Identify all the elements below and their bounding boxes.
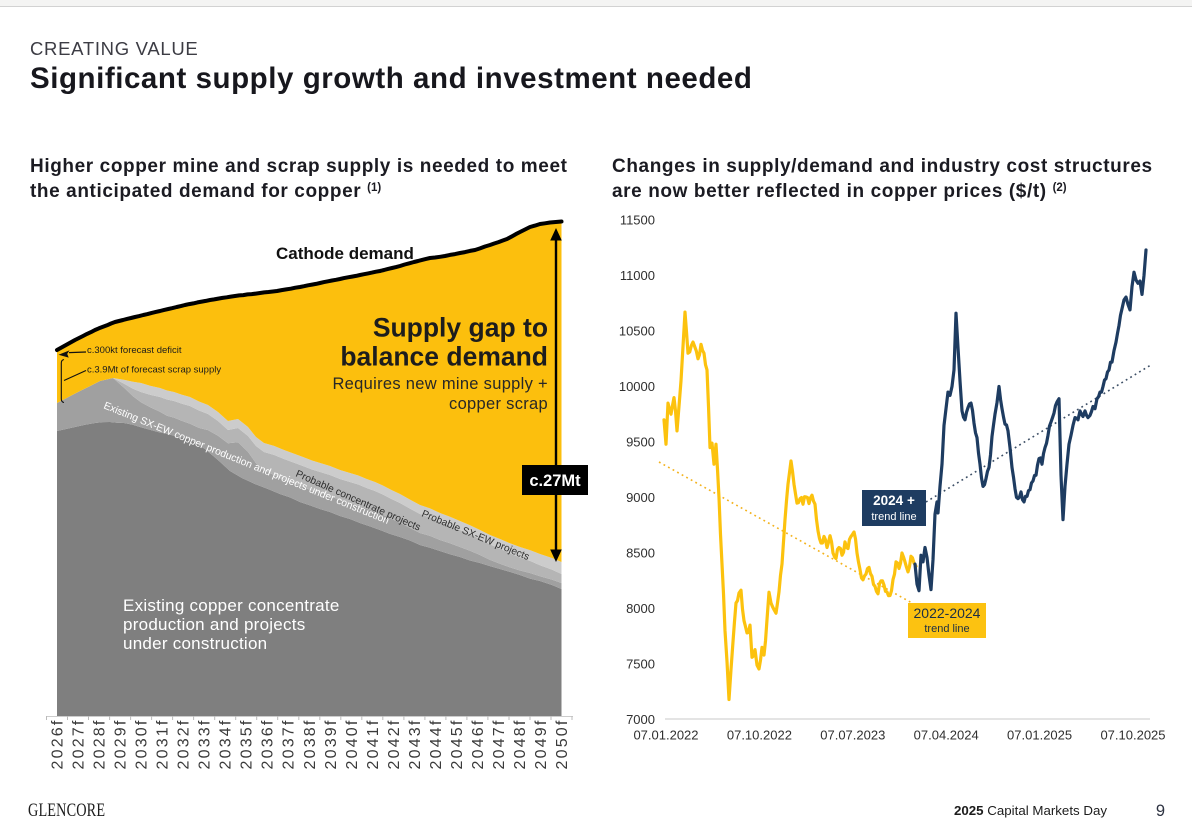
svg-text:production and projects: production and projects (123, 615, 305, 634)
svg-text:2037f: 2037f (281, 718, 298, 769)
svg-text:07.01.2025: 07.01.2025 (1007, 728, 1072, 743)
svg-text:9000: 9000 (626, 490, 655, 505)
svg-text:2024 +: 2024 + (873, 493, 915, 508)
svg-text:2046f: 2046f (470, 718, 487, 769)
svg-text:2036f: 2036f (260, 718, 277, 769)
svg-text:2040f: 2040f (344, 718, 361, 769)
svg-text:7500: 7500 (626, 657, 655, 672)
svg-text:2030f: 2030f (134, 718, 151, 769)
svg-text:Existing copper concentrate: Existing copper concentrate (123, 596, 340, 615)
svg-text:c.300kt forecast deficit: c.300kt forecast deficit (87, 345, 182, 356)
svg-text:balance demand: balance demand (340, 342, 548, 372)
svg-text:9500: 9500 (626, 435, 655, 450)
svg-text:2029f: 2029f (113, 718, 130, 769)
svg-text:2032f: 2032f (176, 718, 193, 769)
svg-text:Requires new mine supply +: Requires new mine supply + (332, 375, 548, 393)
svg-text:11000: 11000 (620, 268, 655, 283)
svg-text:2050f: 2050f (554, 718, 571, 769)
svg-text:10500: 10500 (619, 324, 655, 339)
svg-text:07.01.2022: 07.01.2022 (633, 728, 698, 743)
svg-text:07.07.2023: 07.07.2023 (820, 728, 885, 743)
svg-text:Supply gap to: Supply gap to (373, 313, 548, 343)
svg-text:2049f: 2049f (533, 718, 550, 769)
svg-text:8500: 8500 (626, 546, 655, 561)
svg-text:2035f: 2035f (239, 718, 256, 769)
svg-text:2033f: 2033f (197, 718, 214, 769)
svg-text:c.3.9Mt of forecast scrap supp: c.3.9Mt of forecast scrap supply (87, 365, 221, 376)
svg-text:Cathode demand: Cathode demand (276, 244, 414, 263)
svg-text:2034f: 2034f (218, 718, 235, 769)
svg-text:trend line: trend line (924, 623, 969, 635)
svg-text:07.04.2024: 07.04.2024 (914, 728, 979, 743)
svg-text:8000: 8000 (626, 601, 655, 616)
svg-text:07.10.2022: 07.10.2022 (727, 728, 792, 743)
svg-text:2022-2024: 2022-2024 (914, 605, 981, 621)
svg-text:copper scrap: copper scrap (449, 395, 548, 413)
svg-text:2044f: 2044f (428, 718, 445, 769)
svg-text:2027f: 2027f (71, 718, 88, 769)
svg-text:2047f: 2047f (491, 718, 508, 769)
svg-text:10000: 10000 (619, 379, 655, 394)
svg-text:2039f: 2039f (323, 718, 340, 769)
svg-text:7000: 7000 (626, 712, 655, 727)
svg-text:2038f: 2038f (302, 718, 319, 769)
svg-text:2041f: 2041f (365, 718, 382, 769)
svg-text:2028f: 2028f (92, 718, 109, 769)
svg-text:2026f: 2026f (50, 718, 67, 769)
svg-text:c.27Mt: c.27Mt (529, 472, 581, 490)
svg-text:under construction: under construction (123, 634, 267, 653)
svg-text:2043f: 2043f (407, 718, 424, 769)
svg-text:2048f: 2048f (512, 718, 529, 769)
svg-text:trend line: trend line (871, 511, 916, 523)
svg-text:2045f: 2045f (449, 718, 466, 769)
svg-text:11500: 11500 (620, 213, 655, 228)
svg-text:2042f: 2042f (386, 718, 403, 769)
svg-text:07.10.2025: 07.10.2025 (1100, 728, 1165, 743)
svg-text:2031f: 2031f (155, 718, 172, 769)
